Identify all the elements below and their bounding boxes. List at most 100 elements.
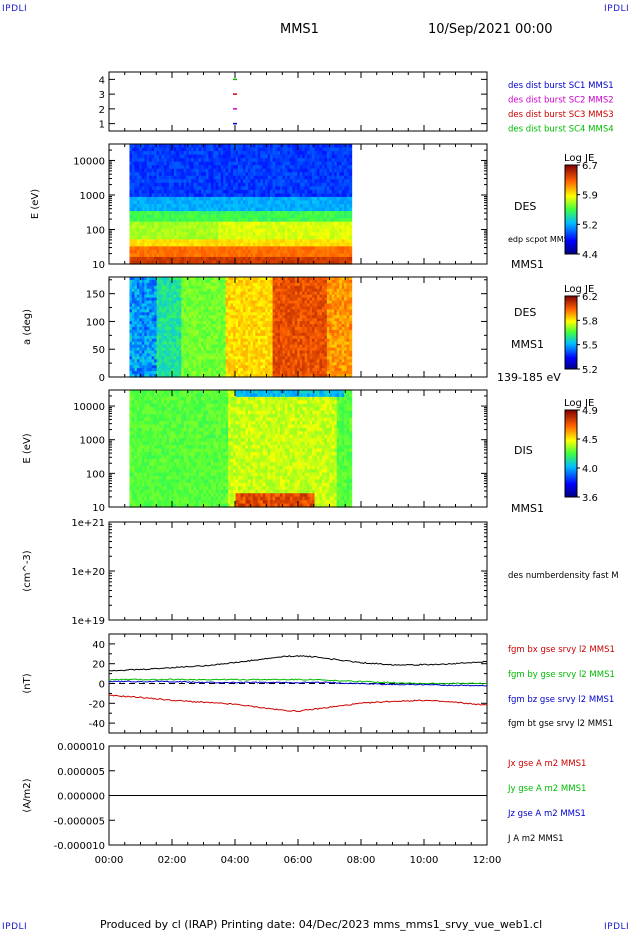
- des-pitch-spectrogram-cell: [129, 315, 133, 319]
- des-energy-spectrogram-cell: [247, 214, 251, 219]
- des-energy-spectrogram-cell: [314, 242, 318, 247]
- des-energy-spectrogram-cell: [336, 168, 340, 173]
- des-energy-spectrogram-cell: [186, 221, 190, 226]
- des-pitch-spectrogram-cell: [178, 335, 182, 340]
- des-energy-spectrogram-cell: [321, 161, 326, 166]
- des-energy-spectrogram-cell: [307, 256, 311, 262]
- des-energy-spectrogram-cell: [144, 221, 148, 226]
- des-energy-spectrogram-cell: [270, 221, 274, 226]
- des-energy-spectrogram-cell: [168, 154, 173, 159]
- des-energy-spectrogram-cell: [287, 214, 291, 219]
- des-energy-spectrogram-cell: [146, 147, 150, 152]
- des-energy-spectrogram-cell: [144, 218, 148, 223]
- des-energy-spectrogram-cell: [297, 249, 301, 255]
- des-energy-spectrogram-cell: [270, 151, 274, 156]
- des-pitch-spectrogram-cell: [186, 329, 190, 334]
- des-energy-spectrogram-cell: [297, 232, 301, 237]
- des-energy-spectrogram-cell: [201, 232, 205, 237]
- des-energy-spectrogram-cell: [317, 179, 321, 184]
- des-energy-spectrogram-cell: [334, 189, 338, 195]
- des-energy-spectrogram-cell: [191, 260, 195, 265]
- des-energy-spectrogram-cell: [176, 239, 180, 244]
- des-energy-spectrogram-cell: [178, 151, 182, 156]
- des-energy-spectrogram-cell: [233, 172, 237, 177]
- des-energy-spectrogram-cell: [141, 239, 145, 244]
- des-energy-spectrogram-cell: [260, 260, 264, 265]
- des-energy-spectrogram-cell: [334, 147, 338, 152]
- des-energy-spectrogram-cell: [242, 242, 247, 247]
- des-energy-spectrogram-cell: [156, 182, 160, 187]
- des-pitch-spectrogram-cell: [131, 291, 136, 296]
- des-energy-spectrogram-cell: [252, 246, 256, 251]
- des-energy-spectrogram-cell: [193, 246, 197, 251]
- des-energy-spectrogram-cell: [252, 158, 256, 163]
- des-energy-spectrogram-cell: [203, 239, 207, 244]
- des-pitch-spectrogram-cell: [156, 353, 160, 358]
- des-energy-spectrogram-cell: [329, 221, 333, 226]
- des-energy-spectrogram-cell: [136, 249, 140, 255]
- des-pitch-spectrogram-cell: [188, 294, 192, 299]
- des-energy-spectrogram-cell: [208, 147, 212, 152]
- des-pitch-spectrogram-cell: [134, 324, 138, 328]
- des-energy-spectrogram-cell: [257, 235, 261, 240]
- des-energy-spectrogram-cell: [346, 165, 350, 170]
- des-energy-spectrogram-cell: [267, 193, 271, 198]
- des-energy-spectrogram-cell: [307, 189, 311, 195]
- des-energy-spectrogram-cell: [178, 186, 182, 191]
- des-energy-spectrogram-cell: [314, 161, 318, 166]
- des-energy-spectrogram-cell: [292, 204, 296, 209]
- des-energy-spectrogram-cell: [131, 186, 136, 191]
- des-energy-spectrogram-cell: [289, 249, 293, 255]
- des-energy-spectrogram-cell: [272, 228, 276, 233]
- des-energy-spectrogram-cell: [331, 186, 335, 191]
- des-energy-spectrogram-cell: [240, 172, 244, 177]
- des-energy-spectrogram-cell: [203, 253, 207, 258]
- des-energy-spectrogram-cell: [279, 228, 284, 233]
- des-energy-spectrogram-cell: [173, 225, 177, 230]
- des-energy-spectrogram-cell: [297, 186, 301, 191]
- des-energy-spectrogram-cell: [277, 168, 281, 173]
- des-energy-spectrogram-cell: [208, 246, 212, 251]
- des-pitch-spectrogram-cell: [161, 285, 165, 290]
- des-energy-spectrogram-cell: [299, 260, 303, 265]
- des-energy-spectrogram-cell: [215, 225, 219, 230]
- des-pitch-spectrogram-cell: [141, 359, 145, 363]
- des-pitch-spectrogram-cell: [164, 332, 168, 337]
- des-energy-spectrogram-cell: [265, 211, 269, 216]
- des-energy-spectrogram-cell: [324, 196, 328, 202]
- des-energy-spectrogram-cell: [247, 204, 251, 209]
- des-pitch-spectrogram-cell: [151, 335, 155, 340]
- des-energy-spectrogram-cell: [282, 154, 286, 159]
- des-energy-spectrogram-cell: [304, 151, 308, 156]
- des-energy-spectrogram-cell: [156, 172, 160, 177]
- des-pitch-spectrogram-cell: [164, 353, 168, 358]
- des-pitch-spectrogram-cell: [176, 324, 180, 328]
- des-energy-spectrogram-cell: [238, 235, 242, 240]
- des-energy-spectrogram-cell: [329, 175, 333, 180]
- des-energy-spectrogram-cell: [141, 186, 145, 191]
- des-energy-spectrogram-cell: [289, 186, 293, 191]
- des-energy-spectrogram-cell: [201, 200, 205, 205]
- des-energy-spectrogram-cell: [223, 207, 227, 212]
- des-energy-spectrogram-cell: [201, 207, 205, 212]
- des-energy-spectrogram-cell: [146, 228, 150, 233]
- des-energy-spectrogram-cell: [255, 193, 259, 198]
- des-energy-spectrogram-cell: [208, 189, 212, 195]
- des-energy-spectrogram-cell: [242, 239, 247, 244]
- des-energy-spectrogram-cell: [151, 253, 155, 258]
- des-energy-spectrogram-cell: [159, 147, 163, 152]
- des-energy-spectrogram-cell: [134, 175, 138, 180]
- des-energy-spectrogram-cell: [198, 158, 202, 163]
- des-pitch-spectrogram-cell: [183, 312, 187, 316]
- des-pitch-spectrogram-cell: [186, 279, 190, 284]
- des-energy-spectrogram-cell: [196, 168, 200, 173]
- des-pitch-spectrogram-cell: [173, 282, 177, 287]
- des-energy-spectrogram-cell: [178, 253, 182, 258]
- des-energy-spectrogram-cell: [225, 182, 229, 187]
- des-energy-spectrogram-cell: [168, 193, 173, 198]
- des-energy-spectrogram-cell: [149, 249, 153, 255]
- des-pitch-spectrogram-cell: [164, 327, 168, 331]
- des-energy-spectrogram-cell: [210, 211, 214, 216]
- des-energy-spectrogram-cell: [205, 207, 210, 212]
- des-energy-spectrogram-cell: [314, 232, 318, 237]
